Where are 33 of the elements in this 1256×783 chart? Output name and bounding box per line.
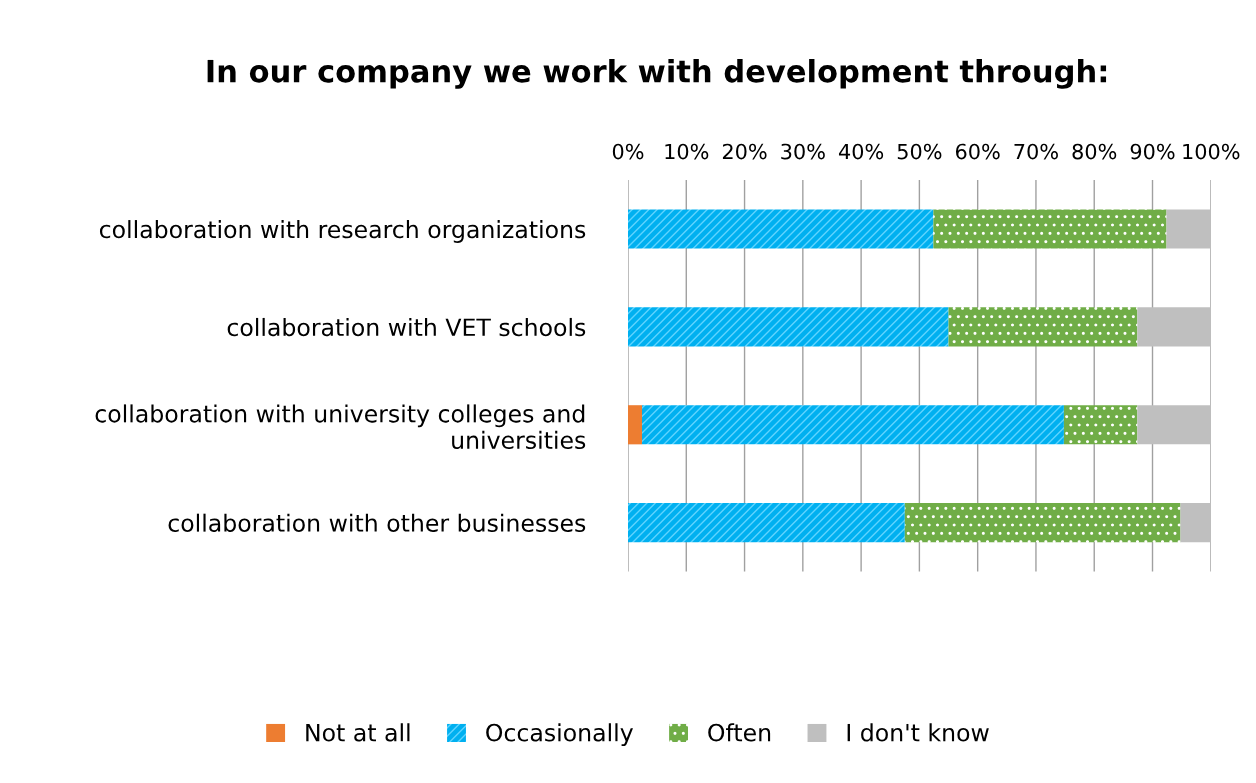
bar xyxy=(904,503,1181,543)
x-tick-label: 90% xyxy=(1130,143,1175,160)
bar xyxy=(628,209,934,249)
y-tick-label: collaboration with university colleges and universities xyxy=(95,404,586,450)
bar xyxy=(1137,307,1211,347)
bar xyxy=(1063,405,1138,445)
bar xyxy=(1166,209,1211,249)
bar xyxy=(628,405,642,445)
chart-title: In our company we work with development through: xyxy=(207,59,1107,89)
y-tick-label: collaboration with other businesses xyxy=(168,513,586,532)
bar xyxy=(628,503,905,543)
x-tick-label: 70% xyxy=(1014,143,1058,160)
y-tick-label: collaboration with VET schools xyxy=(227,317,586,337)
bar xyxy=(948,307,1138,347)
bar xyxy=(1137,405,1211,445)
bar xyxy=(641,405,1064,445)
x-tick-label: 20% xyxy=(722,143,767,160)
x-tick-label: 80% xyxy=(1072,143,1117,160)
y-tick-label: collaboration with research organizations xyxy=(99,220,586,243)
x-tick-label: 50% xyxy=(897,143,942,160)
legend-label: Occasionally xyxy=(486,723,633,747)
x-tick-label: 60% xyxy=(955,143,1000,160)
x-tick-label: 30% xyxy=(781,143,825,160)
legend-label: Often xyxy=(708,723,771,742)
x-tick-label: 40% xyxy=(838,143,884,160)
x-tick-label: 100% xyxy=(1183,143,1240,160)
legend-label: Not at all xyxy=(306,723,410,742)
x-tick-label: 0% xyxy=(612,143,644,160)
bar xyxy=(628,307,949,347)
x-tick-label: 10% xyxy=(665,143,709,160)
bar xyxy=(1180,503,1211,543)
legend-label: I don't know xyxy=(847,723,989,742)
bar xyxy=(933,209,1167,249)
